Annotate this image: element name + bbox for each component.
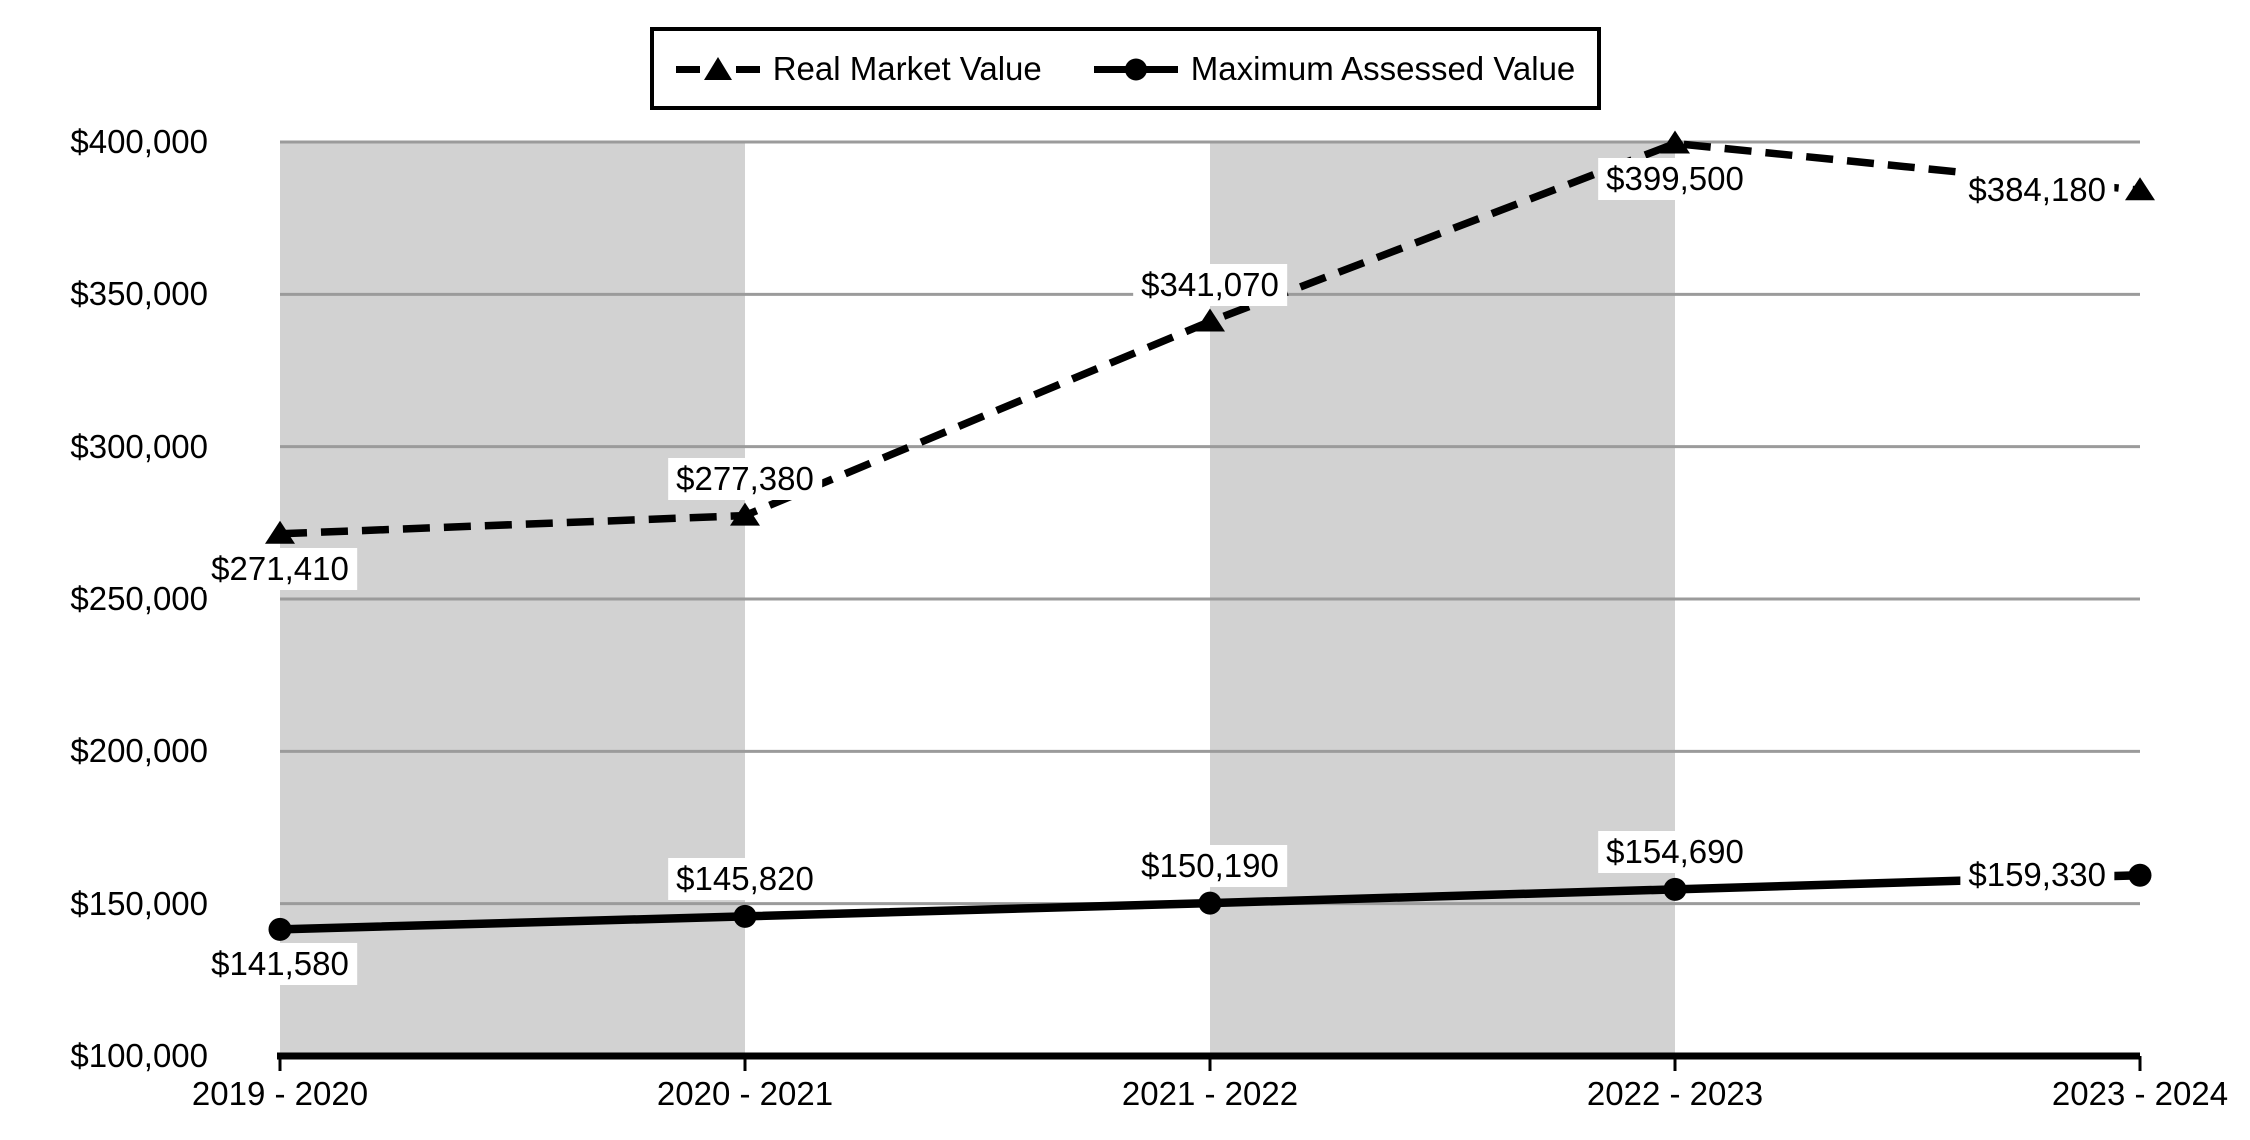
rmv-marker-triangle — [730, 502, 760, 526]
mav-marker-circle — [268, 917, 292, 941]
rmv-marker-triangle — [2125, 177, 2155, 201]
legend-label-real-market-value: Real Market Value — [772, 49, 1042, 87]
mav-marker-circle — [733, 904, 757, 928]
rmv-marker-triangle — [1195, 308, 1225, 332]
legend-item-real-market-value: Real Market Value — [675, 49, 1042, 88]
rmv-marker-triangle — [1660, 130, 1690, 154]
rmv-marker-triangle — [265, 520, 295, 544]
legend-item-maximum-assessed-value: Maximum Assessed Value — [1093, 49, 1576, 88]
dashed-line-triangle-icon — [675, 56, 760, 80]
mav-marker-circle — [2128, 863, 2152, 887]
mav-marker-circle — [1198, 891, 1222, 915]
legend: Real Market Value Maximum Assessed Value — [650, 27, 1601, 110]
mav-marker-circle — [1663, 877, 1687, 901]
solid-line-circle-icon — [1093, 58, 1178, 80]
legend-label-maximum-assessed-value: Maximum Assessed Value — [1190, 49, 1576, 87]
